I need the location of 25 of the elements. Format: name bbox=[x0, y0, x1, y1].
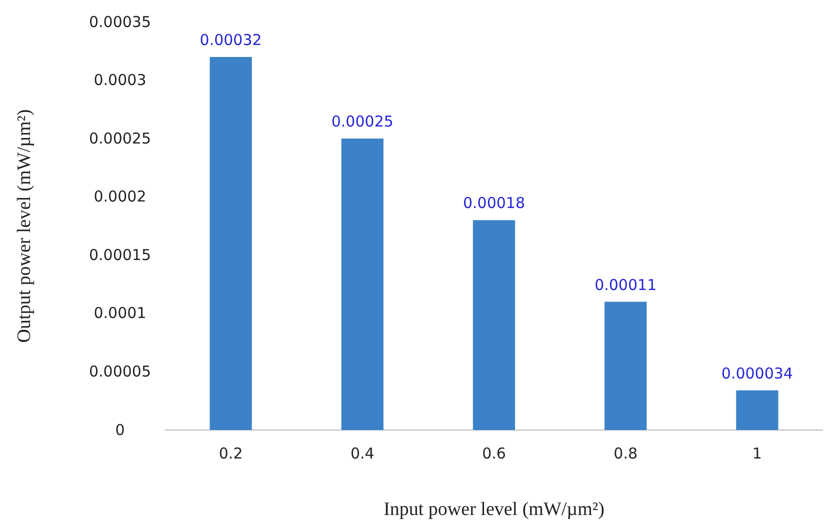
x-tick-label: 1 bbox=[752, 444, 762, 463]
y-tick-label: 0.0003 bbox=[94, 71, 146, 90]
x-tick-label: 0.4 bbox=[350, 444, 374, 463]
y-tick-label: 0.00035 bbox=[88, 12, 152, 31]
y-tick-label: 0.00015 bbox=[88, 246, 152, 264]
y-tick-label: 0.0002 bbox=[94, 188, 146, 206]
bar bbox=[472, 220, 516, 430]
y-tick-label: 0.0001 bbox=[94, 304, 146, 322]
bar bbox=[341, 138, 384, 430]
bar bbox=[210, 56, 252, 430]
y-tick-label: 0.00025 bbox=[88, 129, 152, 148]
y-tick-label: 0.00005 bbox=[88, 362, 152, 381]
x-tick-label: 0.8 bbox=[614, 444, 638, 463]
bar bbox=[736, 390, 778, 430]
data-label: 0.00018 bbox=[462, 194, 526, 212]
y-axis-title: Output power level (mW/µm²) bbox=[14, 109, 35, 343]
data-label: 0.00025 bbox=[331, 112, 394, 131]
data-label: 0.00011 bbox=[594, 276, 657, 294]
data-label: 0.00032 bbox=[200, 30, 262, 49]
data-label: 0.000034 bbox=[721, 364, 793, 382]
x-tick-label: 0.6 bbox=[482, 444, 506, 463]
x-axis-title: Input power level (mW/µm²) bbox=[384, 499, 604, 520]
y-tick-label: 0 bbox=[115, 420, 125, 439]
x-tick-label: 0.2 bbox=[218, 444, 243, 463]
bar bbox=[604, 302, 647, 430]
